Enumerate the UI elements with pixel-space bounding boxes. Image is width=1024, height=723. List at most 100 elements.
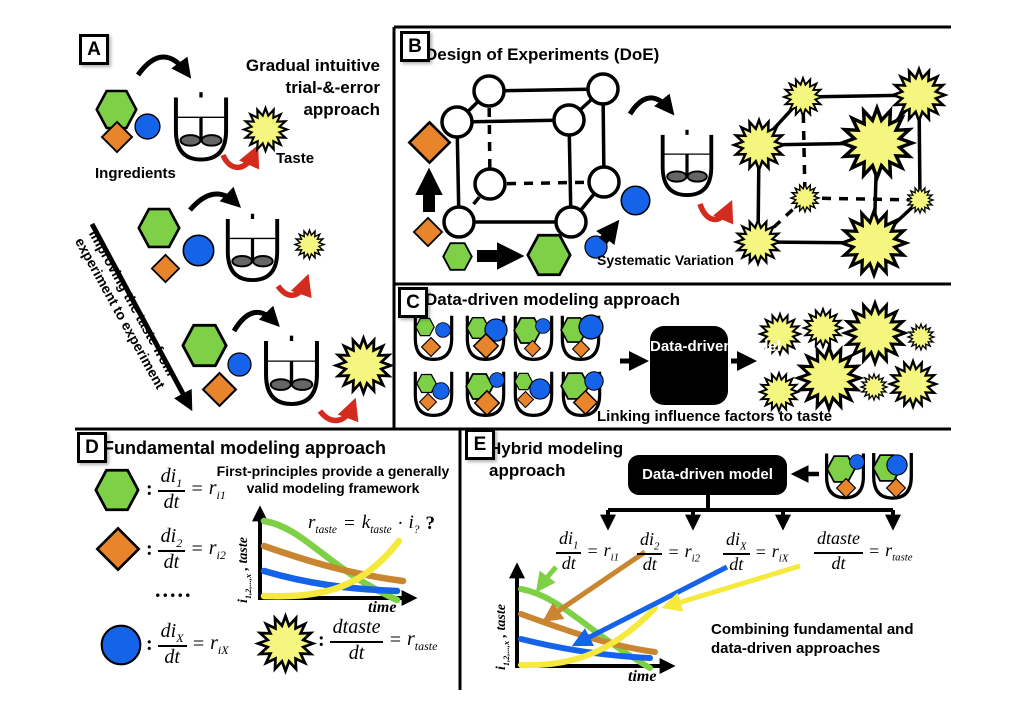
panel-d-label: D <box>77 432 107 463</box>
equals-sign: = <box>388 629 402 652</box>
doe-cube-edges <box>455 87 606 224</box>
colon: : <box>146 633 153 656</box>
hop-arrow <box>627 93 675 116</box>
taste-starburst-icon <box>906 186 934 214</box>
reactor-icon <box>228 214 277 280</box>
panel-a-title-line2: trial-&-error <box>285 78 380 97</box>
pointer-arrow-green <box>535 565 558 593</box>
taste-starburst-icon <box>294 229 325 260</box>
data-driven-model-box-label: Data-driven model <box>642 466 773 483</box>
ellipsis: ..... <box>155 577 193 602</box>
panel-e-caption-line1: Combining fundamental and <box>711 621 914 638</box>
taste-arrow-red <box>697 199 734 225</box>
green-hexagon-icon <box>526 233 572 277</box>
pointer-arrow-yellow <box>661 563 801 612</box>
curve-yellow <box>260 537 403 600</box>
green-hexagon-icon <box>137 207 181 249</box>
green-hexagon-icon <box>181 323 228 368</box>
panel-d-title: Fundamental modeling approach <box>103 438 387 458</box>
taste-starburst-icon <box>732 118 786 172</box>
equals-sign: = <box>191 633 206 656</box>
panel-e-title-line1: Hybrid modeling <box>489 439 624 458</box>
panel-a-label: A <box>79 34 109 65</box>
taste-starburst-icon <box>907 323 935 351</box>
blue-circle-icon <box>134 113 161 140</box>
panel-e-label: E <box>465 429 495 460</box>
colon: : <box>318 629 325 652</box>
panel-borders <box>75 25 951 690</box>
taste-arrow-red <box>220 144 260 171</box>
green-hexagon-icon <box>415 317 435 337</box>
taste-starburst-icon <box>860 373 888 401</box>
blue-circle-icon <box>886 454 908 476</box>
green-hexagon-icon <box>442 242 473 271</box>
panel-d-subtitle-line2: valid modeling framework <box>246 480 420 496</box>
panel-b-title: Design of Experiments (DoE) <box>425 45 660 64</box>
reactor-icon <box>173 90 229 162</box>
equation-dtaste: : dtaste dt = rtaste <box>318 616 438 664</box>
rate-constant-equation: rtaste = ktaste · i? ? <box>308 512 435 536</box>
blue-circle-icon <box>182 234 215 267</box>
curve-yellow <box>518 605 658 669</box>
hop-arrow <box>231 305 280 333</box>
ingredients-label: Ingredients <box>95 165 176 182</box>
taste-starburst-icon <box>803 308 843 348</box>
taste-starburst-icon <box>783 77 823 117</box>
colon: : <box>146 478 153 501</box>
curve-blue <box>518 636 653 661</box>
blue-circle-icon <box>435 322 451 338</box>
orange-diamond-icon <box>150 253 181 284</box>
reactor-icon <box>663 130 712 195</box>
blue-circle-icon <box>100 624 142 666</box>
systematic-variation-label: Systematic Variation <box>597 252 734 268</box>
equation-di2: : di2 dt = ri2 <box>146 525 226 573</box>
panel-e-graphics <box>509 451 913 674</box>
panel-d-y-axis-label: i1,2,...,x , taste <box>236 537 253 603</box>
taste-starburst-icon <box>334 336 393 395</box>
doe-cube-nodes <box>440 72 621 239</box>
blue-circle-icon <box>584 371 604 391</box>
taste-starburst-icon <box>759 372 799 412</box>
taste-starburst-icon <box>734 218 782 266</box>
orange-diamond-icon <box>412 216 444 248</box>
reactor-icon <box>266 336 317 404</box>
panel-c-label: C <box>398 287 428 318</box>
taste-arrow-red <box>275 273 312 299</box>
taste-starburst-icon <box>888 359 938 409</box>
blue-circle-icon <box>620 185 651 216</box>
panel-e-y-axis-label: i1,2,...,x , taste <box>494 604 511 670</box>
panel-a-title-line3: approach <box>303 100 380 119</box>
panel-d-graphics <box>94 468 418 673</box>
panel-a-graphics <box>89 54 393 424</box>
panel-c-title: Data-driven modeling approach <box>425 290 681 309</box>
orange-diamond-icon <box>95 527 140 571</box>
taste-starburst-icon <box>790 183 820 213</box>
pointer-arrow-blue <box>571 564 729 647</box>
panel-a-title-line1: Gradual intuitive <box>245 56 380 75</box>
blue-circle-icon <box>849 454 865 470</box>
blue-circle-icon <box>489 372 505 388</box>
taste-starburst-icon <box>840 209 908 277</box>
taste-starburst-icon <box>843 301 907 365</box>
panel-e-x-axis-label: time <box>628 668 657 685</box>
blue-circle-icon <box>529 378 551 400</box>
equals-sign: = <box>190 538 204 561</box>
panel-d-subtitle-line1: First-principles provide a generally <box>216 463 450 479</box>
curve-blue <box>260 567 401 595</box>
panel-b-label: B <box>400 31 430 62</box>
taste-starburst-icon <box>256 614 315 673</box>
orange-diamond-icon <box>202 371 237 408</box>
improvement-arrow <box>89 222 193 412</box>
hop-arrow <box>135 54 192 79</box>
pointer-arrow-orange <box>542 549 647 622</box>
blue-circle-icon <box>578 314 604 340</box>
green-hexagon-icon <box>94 468 140 512</box>
taste-arrow-red <box>317 397 359 424</box>
equation-di1: di1 dt = ri1 <box>556 528 619 574</box>
equation-di2: di2 dt = ri2 <box>637 529 700 575</box>
panel-c-graphics <box>413 301 938 418</box>
taste-starburst-icon <box>891 67 947 123</box>
equation-dtaste: dtaste dt = rtaste <box>814 528 913 574</box>
